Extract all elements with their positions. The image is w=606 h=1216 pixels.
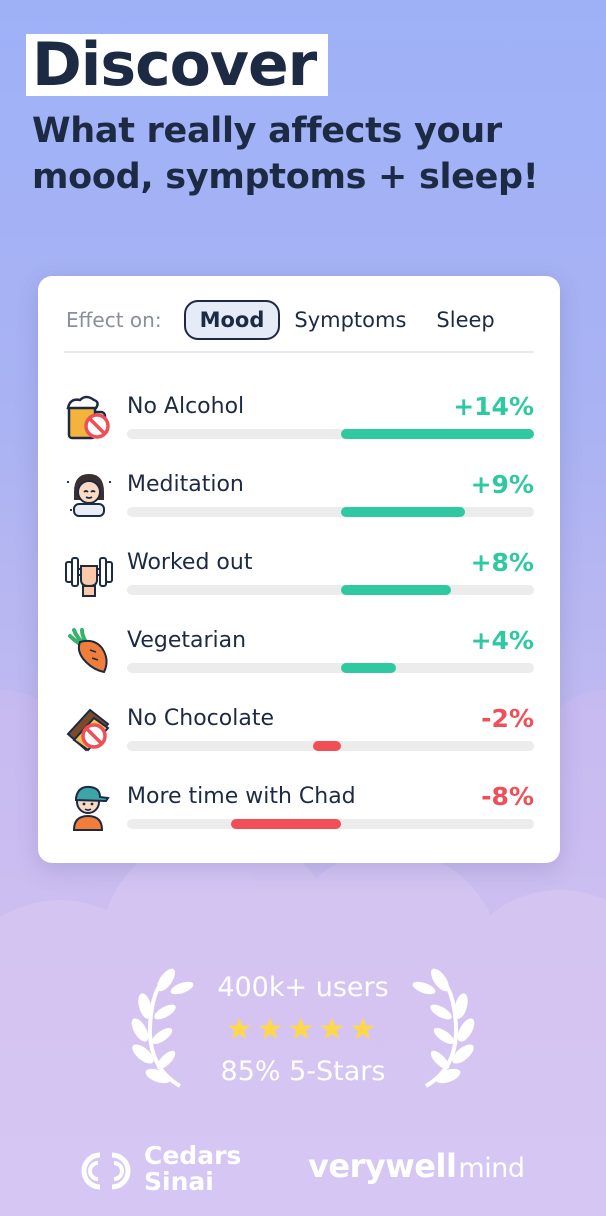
effect-bar-fill [230,819,341,829]
dumbbell-icon [65,557,113,597]
verywell-mind-logo: verywellmind [308,1147,525,1185]
cedars-line1: Cedars [144,1141,242,1170]
laurel-left-icon [131,968,194,1088]
effect-bar-fill [341,507,466,517]
effect-bar [127,741,534,751]
effect-bar [127,663,534,673]
effect-bar [127,429,534,439]
no-chocolate-icon [66,708,110,752]
laurel-right-icon [412,968,475,1088]
row-value: +4% [470,626,534,655]
effects-card: Effect on: Mood Symptoms Sleep No Alcoho… [38,276,560,863]
row-label: More time with Chad [127,784,356,809]
row-value: -2% [481,704,534,733]
verywell-text: verywell [308,1147,457,1185]
mind-text: mind [458,1153,525,1184]
star-rating-icon: ★★★★★ [225,1012,381,1047]
person-cap-icon [72,785,110,831]
row-label: No Chocolate [127,706,274,731]
cedars-sinai-icon [81,1152,131,1190]
effect-bar [127,507,534,517]
tab-mood[interactable]: Mood [183,300,281,340]
carrot-icon [68,628,108,674]
cedars-line2: Sinai [144,1167,214,1196]
headline-text: Discover [26,34,329,96]
effect-tabs: Effect on: Mood Symptoms Sleep [66,298,534,342]
tab-symptoms[interactable]: Symptoms [294,308,407,332]
effect-row[interactable]: More time with Chad -8% [64,782,534,852]
rating-text: 85% 5-Stars [220,1056,386,1087]
effect-row[interactable]: No Alcohol +14% [64,392,534,462]
effect-row[interactable]: Meditation +9% [64,470,534,540]
row-value: +14% [453,392,534,421]
tab-sleep[interactable]: Sleep [436,308,495,332]
effect-bar-fill [313,741,341,751]
effect-row[interactable]: Vegetarian +4% [64,626,534,696]
row-label: Meditation [127,472,244,497]
row-value: +9% [470,470,534,499]
meditation-icon [67,474,111,517]
divider [64,351,534,353]
row-label: Vegetarian [127,628,247,653]
effect-row[interactable]: No Chocolate -2% [64,704,534,774]
effect-bar-fill [341,429,534,439]
row-value: -8% [481,782,534,811]
row-label: Worked out [127,550,253,575]
partner-logos: Cedars Sinai verywellmind [0,1135,606,1205]
effect-bar [127,585,534,595]
row-value: +8% [470,548,534,577]
cedars-sinai-logo: Cedars Sinai [74,1143,254,1199]
no-alcohol-icon [66,395,110,440]
effect-on-label: Effect on: [66,308,162,332]
row-label: No Alcohol [127,394,245,419]
effect-row[interactable]: Worked out +8% [64,548,534,618]
effect-bar-fill [341,663,397,673]
users-count: 400k+ users [217,972,389,1003]
effect-bar [127,819,534,829]
headline: Discover [26,34,329,96]
subheadline: What really affects your mood, symptoms … [32,111,539,197]
effect-bar-fill [341,585,452,595]
